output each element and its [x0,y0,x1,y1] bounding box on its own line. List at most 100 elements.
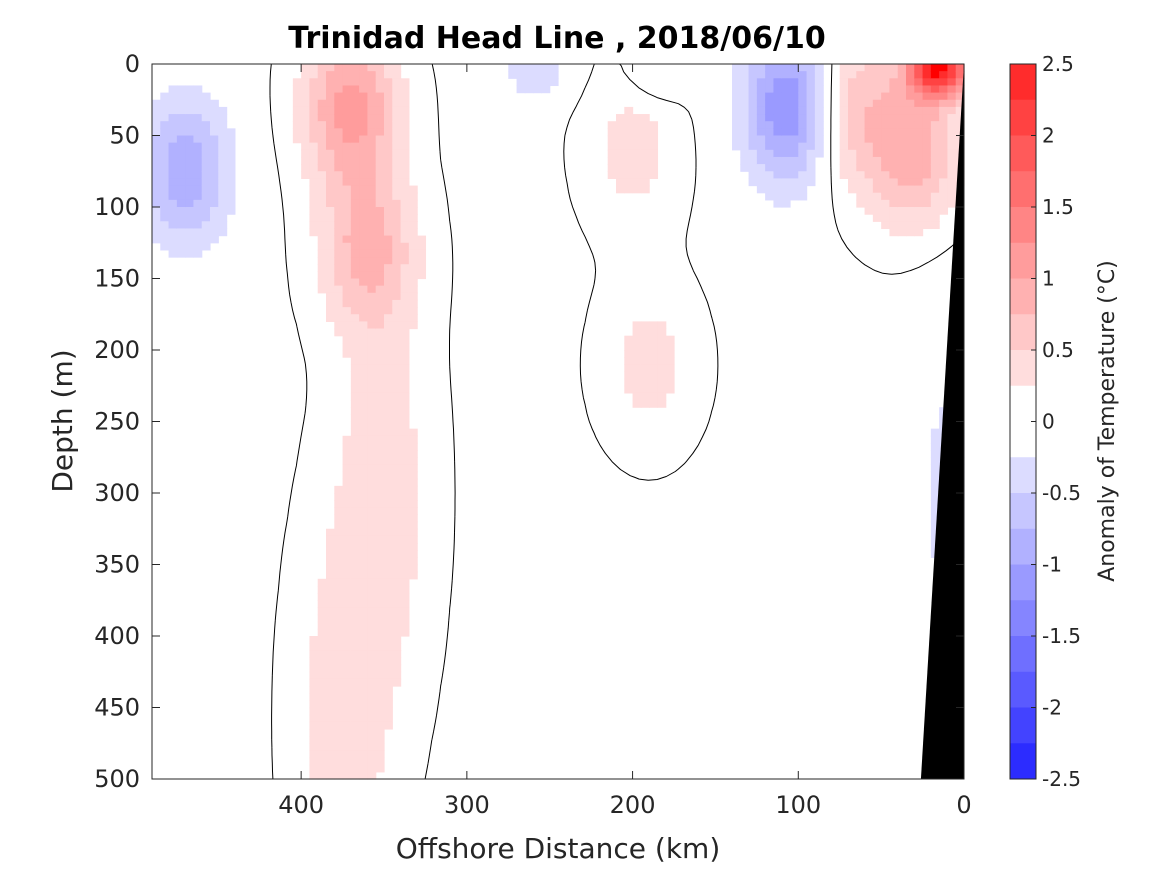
field-cell [400,314,410,322]
field-cell [359,678,369,687]
field-cell [359,493,369,501]
field-cell [342,636,352,644]
field-cell [906,92,915,101]
field-cell [392,350,402,358]
field-cell [350,371,360,380]
field-cell [342,142,352,151]
field-cell [375,421,385,430]
field-cell [334,707,344,716]
field-cell [350,178,360,187]
field-cell [872,85,882,94]
field-cell [326,228,335,237]
field-cell [160,207,170,215]
field-cell [350,400,360,408]
field-cell [350,221,360,230]
field-cell [914,64,924,72]
field-cell [872,128,882,137]
y-tick-label: 450 [94,694,140,722]
field-cell [309,700,319,709]
field-cell [218,192,228,201]
field-cell [342,207,352,215]
field-cell [317,192,327,201]
field-cell [375,457,385,465]
field-cell [930,71,940,79]
field-cell [756,185,766,194]
field-cell [309,164,319,172]
field-cell [914,142,924,151]
field-cell [326,164,335,172]
field-cell [152,99,161,108]
field-cell [384,621,393,630]
field-cell [367,314,377,322]
field-cell [384,485,393,494]
field-cell [939,85,949,94]
field-cell [342,442,352,451]
field-cell [342,578,352,587]
field-cell [640,328,650,337]
field-cell [947,149,957,158]
field-cell [226,156,236,165]
field-cell [872,149,882,158]
field-cell [359,578,369,587]
field-cell [375,242,385,251]
field-cell [864,199,874,208]
field-cell [856,106,866,115]
field-cell [392,628,402,637]
field-cell [906,185,915,194]
field-cell [947,185,957,194]
field-cell [176,99,186,108]
field-cell [350,342,360,351]
field-cell [632,121,642,129]
field-cell [342,135,352,144]
field-cell [375,764,385,773]
field-cell [930,464,940,473]
y-tick-label: 150 [94,265,140,293]
field-cell [367,99,377,108]
field-cell [350,242,360,251]
field-cell [334,507,344,516]
field-cell [384,335,393,344]
field-cell [914,92,924,101]
field-cell [201,242,211,251]
field-cell [317,643,327,651]
field-cell [930,178,940,187]
field-cell [914,121,924,129]
field-cell [168,185,178,194]
field-cell [392,99,402,108]
field-cell [334,678,344,687]
field-cell [400,550,410,558]
field-cell [939,78,949,87]
field-cell [317,249,327,258]
field-cell [408,271,418,280]
field-cell [317,714,327,723]
field-cell [342,493,352,501]
field-cell [624,156,634,165]
field-cell [326,135,335,144]
field-cell [392,106,402,115]
field-cell [906,164,915,172]
field-cell [748,64,758,72]
field-cell [781,71,791,79]
colorbar-tick-label: 1 [1042,267,1055,291]
field-cell [350,578,360,587]
field-cell [342,335,352,344]
field-cell [384,442,393,451]
field-cell [922,135,932,144]
field-cell [326,585,335,594]
field-cell [665,385,675,394]
field-cell [947,114,957,122]
field-cell [756,92,766,101]
field-cell [359,242,369,251]
field-cell [781,92,791,101]
field-cell [342,235,352,244]
field-cell [367,700,377,709]
field-cell [408,228,418,237]
field-cell [193,214,203,222]
field-cell [367,371,377,380]
field-cell [889,114,899,122]
field-cell [384,535,393,544]
field-cell [185,199,195,208]
field-cell [732,106,741,115]
field-cell [889,185,899,194]
field-cell [790,85,799,94]
